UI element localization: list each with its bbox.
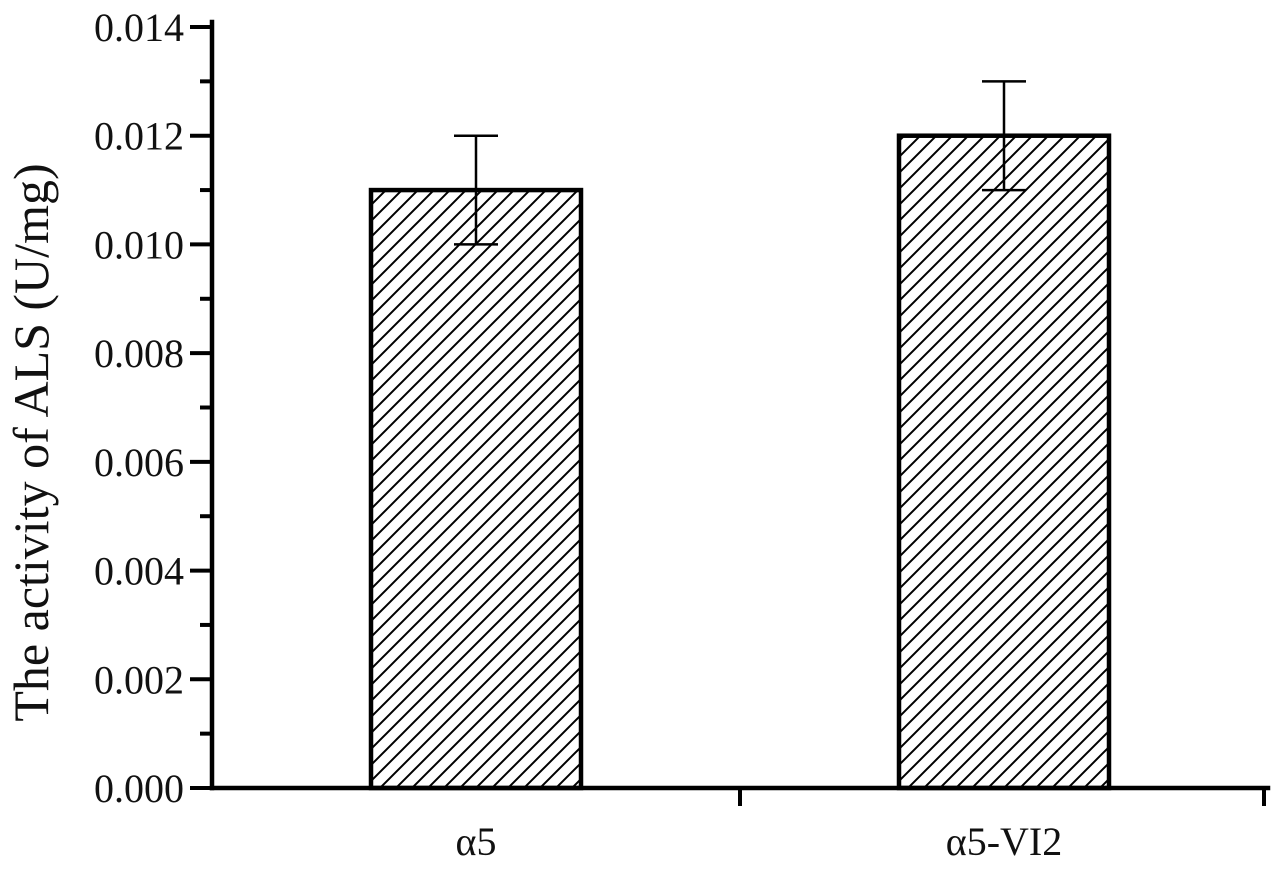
y-tick-label: 0.004 (94, 549, 184, 594)
y-tick-label: 0.010 (94, 222, 184, 267)
y-tick-label: 0.002 (94, 657, 184, 702)
y-tick-label: 0.012 (94, 114, 184, 159)
bars-layer (368, 133, 1112, 791)
bar-2 (896, 133, 1112, 791)
y-tick-label: 0.006 (94, 440, 184, 485)
bar-1 (368, 187, 584, 791)
error-bars-layer (454, 80, 1026, 246)
labels-layer: 0.000 0.002 0.004 0.006 0.008 0.010 0.012 0.014… (3, 5, 1062, 864)
y-axis-label: The activity of ALS (U/mg) (3, 163, 59, 721)
x-category-label: α5-VI2 (946, 819, 1062, 864)
axes-layer (190, 19, 1271, 806)
y-tick-label: 0.008 (94, 331, 184, 376)
y-tick-label: 0.000 (94, 766, 184, 811)
y-tick-label: 0.014 (94, 5, 184, 50)
x-category-label: α5 (456, 819, 497, 864)
